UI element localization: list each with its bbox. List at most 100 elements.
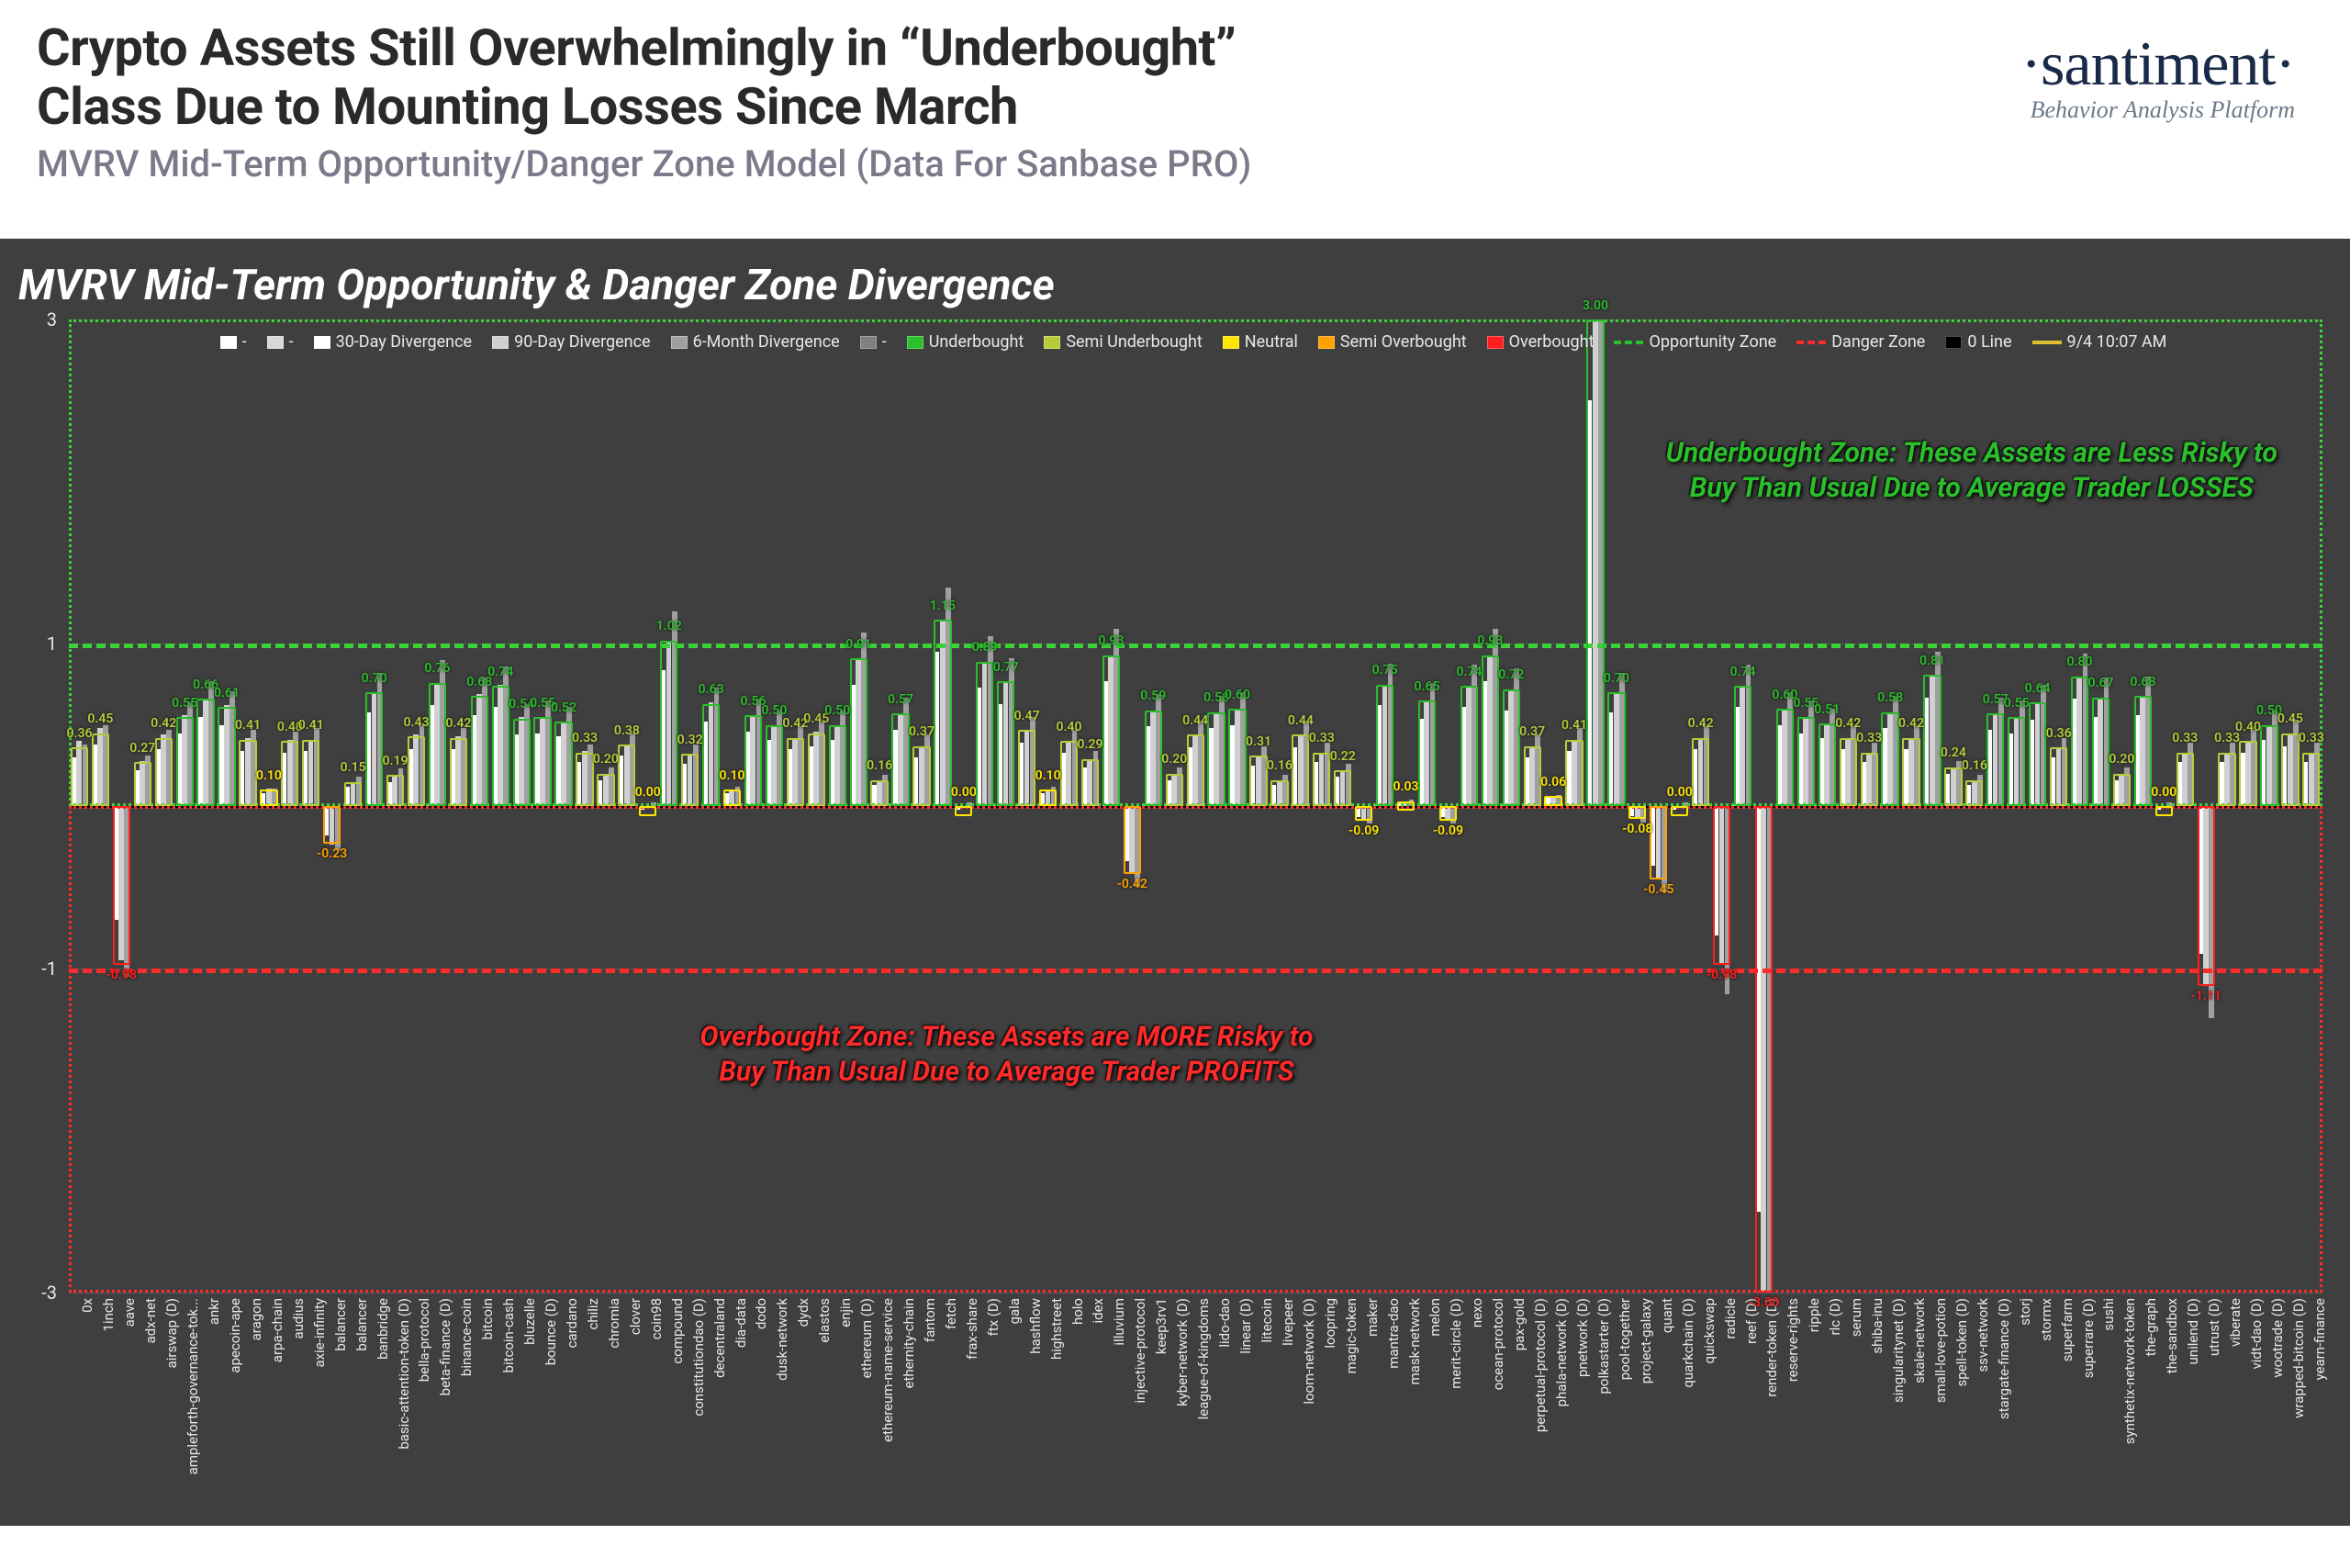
class-outline: [302, 740, 319, 806]
legend-item: Danger Zone: [1796, 332, 1925, 352]
x-label: vidt-dao (D): [2238, 1293, 2259, 1568]
value-label: 0.68: [2130, 675, 2155, 689]
legend-item: Semi Overbought: [1318, 332, 1467, 352]
x-label: the-sandbox: [2154, 1293, 2175, 1568]
value-label: 0.36: [66, 726, 92, 741]
x-label: quant: [1648, 1293, 1669, 1568]
class-outline: [1102, 655, 1120, 806]
plot-region: 0.360.45-0.980.270.420.550.660.610.410.1…: [69, 319, 2322, 1293]
class-outline: [1671, 806, 1688, 816]
class-outline: [196, 699, 214, 806]
chart-panel: MVRV Mid-Term Opportunity & Danger Zone …: [0, 239, 2350, 1526]
value-label: 0.37: [1519, 724, 1545, 739]
class-outline: [323, 806, 341, 844]
class-outline: [2092, 698, 2109, 806]
y-tick: 3: [47, 308, 57, 330]
class-outline: [618, 745, 635, 806]
value-label: 0.20: [2109, 752, 2134, 767]
class-outline: [787, 738, 804, 806]
class-outline: [1607, 692, 1625, 806]
x-label: fantom: [912, 1293, 933, 1568]
x-label: coin98: [637, 1293, 658, 1568]
x-label: banbridge: [364, 1293, 385, 1568]
class-outline: [1355, 806, 1372, 821]
value-label: -0.09: [1348, 823, 1379, 838]
value-label: 0.93: [1098, 633, 1124, 648]
value-label: 0.20: [593, 752, 619, 767]
class-outline: [344, 782, 362, 807]
x-label: maker: [1353, 1293, 1374, 1568]
legend-item: -: [860, 332, 887, 352]
value-label: 0.15: [341, 760, 366, 775]
value-label: 0.00: [635, 785, 661, 800]
class-outline: [1797, 717, 1815, 806]
value-label: 0.16: [867, 758, 892, 773]
class-outline: [450, 738, 467, 806]
x-label: balancer: [342, 1293, 364, 1568]
legend-swatch: [1223, 336, 1239, 349]
class-outline: [2218, 753, 2235, 806]
x-label: league-of-kingdoms: [1185, 1293, 1206, 1568]
x-label: hashflow: [1016, 1293, 1037, 1568]
class-outline: [281, 741, 298, 806]
value-label: 0.64: [2025, 681, 2051, 696]
value-label: 0.70: [1604, 671, 1629, 686]
x-label: project-galaxy: [1627, 1293, 1648, 1568]
x-label: yearn-finance: [2300, 1293, 2322, 1568]
page-title: Crypto Assets Still Overwhelmingly in “U…: [37, 18, 2020, 137]
x-label: small-love-potion: [1922, 1293, 1943, 1568]
legend-swatch: [220, 336, 237, 349]
legend-label: Semi Underbought: [1066, 332, 1202, 352]
legend-label: Underbought: [929, 332, 1024, 352]
class-outline: [1776, 709, 1794, 806]
value-label: 0.33: [572, 731, 598, 745]
x-label: beta-finance (D): [427, 1293, 448, 1568]
legend-item: 6-Month Divergence: [671, 332, 840, 352]
class-outline: [554, 722, 572, 806]
value-label: 0.91: [845, 637, 871, 652]
class-outline: [2071, 677, 2088, 806]
x-label: frax-share: [953, 1293, 974, 1568]
class-outline: [1586, 319, 1604, 806]
x-label: singularitynet (D): [1880, 1293, 1901, 1568]
x-label: 0x: [69, 1293, 90, 1568]
class-outline: [533, 717, 551, 806]
class-outline: [176, 717, 194, 806]
class-outline: [1734, 686, 1751, 806]
value-label: 0.80: [2067, 655, 2093, 669]
class-outline: [1713, 806, 1730, 965]
class-outline: [1565, 740, 1583, 806]
legend-label: -: [289, 332, 294, 352]
legend-label: Semi Overbought: [1340, 332, 1467, 352]
class-outline: [1881, 712, 1898, 806]
x-label: aragon: [238, 1293, 259, 1568]
opportunity-zone-border: [69, 319, 2322, 806]
x-label: bitcoin-cash: [490, 1293, 511, 1568]
class-outline: [2281, 734, 2299, 807]
x-label: elastos: [806, 1293, 827, 1568]
class-outline: [639, 806, 656, 816]
x-label: linear (D): [1227, 1293, 1248, 1568]
value-label: 0.43: [403, 715, 429, 730]
x-label: phala-network (D): [1543, 1293, 1564, 1568]
x-label: loopring: [1311, 1293, 1332, 1568]
legend-swatch: [2032, 341, 2062, 344]
legend-label: -: [882, 332, 887, 352]
legend-label: 90-Day Divergence: [514, 332, 651, 352]
x-label: stormx: [2027, 1293, 2048, 1568]
page-subtitle: MVRV Mid-Term Opportunity/Danger Zone Mo…: [37, 142, 2020, 185]
value-label: 0.16: [1267, 758, 1292, 773]
value-label: 0.00: [1667, 785, 1693, 800]
x-label: lido-dao: [1206, 1293, 1227, 1568]
legend-label: Opportunity Zone: [1649, 332, 1776, 352]
value-label: 0.41: [1561, 718, 1587, 733]
x-label: ethereum-name-service: [869, 1293, 890, 1568]
class-outline: [891, 713, 909, 806]
value-label: 0.27: [129, 741, 155, 756]
class-outline: [976, 662, 993, 806]
value-label: 0.74: [1456, 665, 1482, 679]
class-outline: [2155, 806, 2173, 816]
class-outline: [1397, 801, 1415, 812]
value-label: 0.41: [235, 718, 261, 733]
class-outline: [1460, 686, 1478, 806]
